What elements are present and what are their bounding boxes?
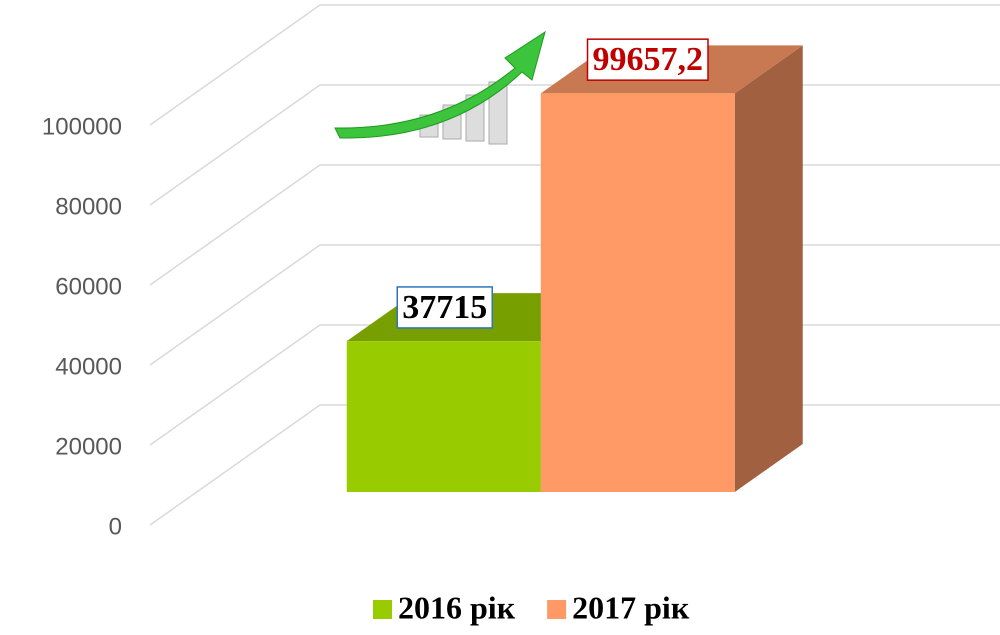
value-label-group: 37715 xyxy=(396,286,493,329)
bar-side xyxy=(734,45,803,492)
legend-label: 2017 рік xyxy=(572,589,690,625)
decor-arrow xyxy=(334,30,546,145)
y-tick-label: 60000 xyxy=(55,273,122,300)
grid-line xyxy=(149,4,1000,126)
bar xyxy=(540,93,735,492)
legend-label: 2016 рік xyxy=(398,589,516,625)
legend-swatch xyxy=(547,600,567,619)
value-label-box xyxy=(586,38,709,81)
value-label: 99657,2 xyxy=(593,41,704,78)
legend-swatch xyxy=(373,600,392,619)
value-label-box xyxy=(396,286,493,329)
y-tick-label: 20000 xyxy=(55,433,122,460)
y-tick-label: 80000 xyxy=(55,193,122,220)
y-tick-label: 100000 xyxy=(42,113,122,140)
value-label: 37715 xyxy=(402,289,487,326)
y-tick-label: 0 xyxy=(109,513,122,540)
y-tick-label: 40000 xyxy=(55,353,122,380)
bar xyxy=(346,341,541,492)
value-label-group: 99657,2 xyxy=(586,38,709,81)
